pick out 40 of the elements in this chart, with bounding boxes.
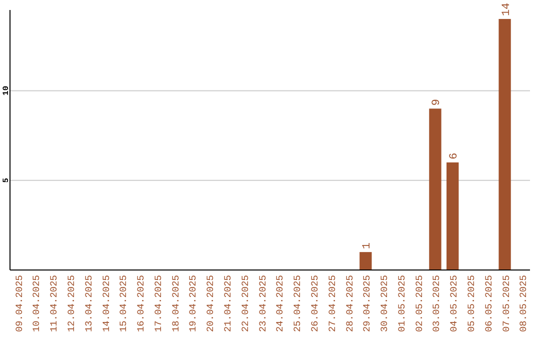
x-tick-label: 28.04.2025 bbox=[344, 274, 356, 332]
x-tick-label: 08.05.2025 bbox=[518, 274, 530, 332]
x-tick-label: 19.04.2025 bbox=[188, 274, 199, 332]
data-label: 9 bbox=[431, 99, 444, 106]
data-label: 1 bbox=[362, 242, 374, 250]
x-tick-label: 18.04.2025 bbox=[170, 274, 182, 332]
bar bbox=[498, 18, 511, 270]
x-tick-label: 09.04.2025 bbox=[14, 274, 25, 332]
x-tick-label: 04.05.2025 bbox=[448, 274, 460, 332]
x-tick-label: 17.04.2025 bbox=[152, 274, 164, 332]
x-tick-label: 14.04.2025 bbox=[100, 274, 112, 332]
data-label: 14 bbox=[500, 2, 513, 16]
x-tick-label: 05.05.2025 bbox=[466, 274, 477, 332]
x-tick-label: 29.04.2025 bbox=[362, 274, 373, 332]
x-tick-label: 10.04.2025 bbox=[31, 274, 42, 332]
x-tick-label: 01.05.2025 bbox=[396, 274, 408, 332]
y-tick-label: 5 bbox=[2, 178, 11, 183]
x-tick-label: 26.04.2025 bbox=[309, 274, 320, 332]
x-tick-label: 24.04.2025 bbox=[274, 274, 286, 332]
x-tick-label: 20.04.2025 bbox=[205, 274, 216, 332]
bar bbox=[429, 108, 442, 270]
bar bbox=[360, 252, 372, 270]
x-tick-label: 21.04.2025 bbox=[222, 274, 234, 332]
x-tick-label: 16.04.2025 bbox=[136, 274, 147, 332]
x-tick-label: 23.04.2025 bbox=[257, 274, 268, 332]
x-tick-label: 07.05.2025 bbox=[500, 274, 512, 332]
x-tick-label: 22.04.2025 bbox=[240, 274, 251, 332]
x-tick-label: 25.04.2025 bbox=[292, 274, 304, 332]
x-tick-label: 11.04.2025 bbox=[48, 274, 60, 332]
x-tick-label: 13.04.2025 bbox=[83, 274, 94, 332]
x-tick-label: 15.04.2025 bbox=[118, 274, 130, 332]
data-label: 6 bbox=[448, 152, 461, 160]
x-tick-label: 12.04.2025 bbox=[66, 274, 77, 332]
x-tick-label: 06.05.2025 bbox=[483, 274, 494, 332]
x-tick-label: 30.04.2025 bbox=[379, 274, 390, 332]
x-tick-label: 03.05.2025 bbox=[431, 274, 442, 332]
x-tick-label: 27.04.2025 bbox=[326, 274, 338, 332]
x-tick-label: 02.05.2025 bbox=[414, 274, 425, 332]
y-tick-label: 10 bbox=[2, 86, 11, 96]
bar bbox=[446, 162, 459, 270]
